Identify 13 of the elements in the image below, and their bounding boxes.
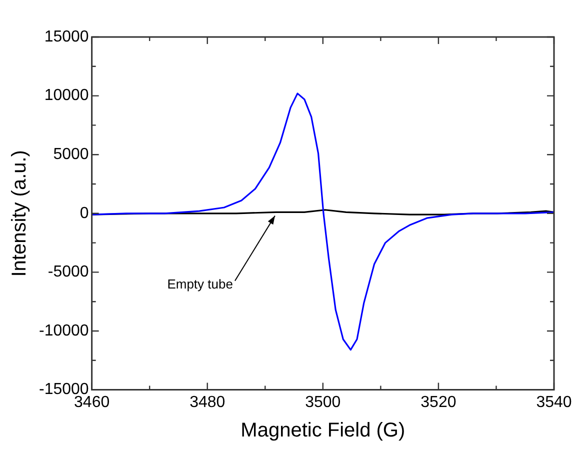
x-tick-label: 3540 <box>536 394 572 411</box>
y-tick-label: 15000 <box>44 28 89 46</box>
y-tick-label: 0 <box>80 204 89 222</box>
y-tick-label: -5000 <box>48 264 89 281</box>
y-tick-label: 10000 <box>44 87 89 104</box>
x-tick-label: 3480 <box>190 394 226 411</box>
y-tick-label: 5000 <box>53 146 89 164</box>
x-axis-title: Magnetic Field (G) <box>240 420 406 442</box>
x-tick-label: 3520 <box>420 394 456 411</box>
y-tick-label: -10000 <box>38 322 89 340</box>
annotation: Empty tube <box>167 276 233 292</box>
x-tick-label: 3500 <box>305 394 341 411</box>
y-axis-title: Intensity (a.u.) <box>8 150 31 277</box>
